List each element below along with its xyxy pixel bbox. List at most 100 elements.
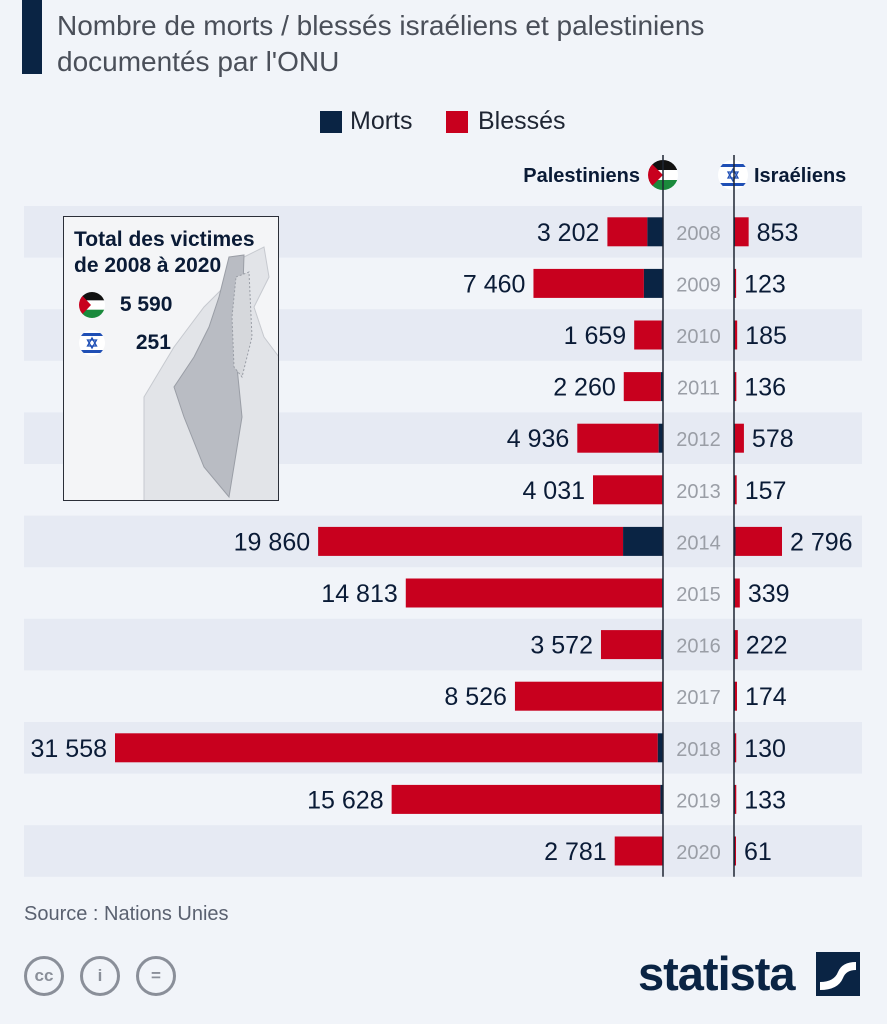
data-label-israeliens: 123 <box>744 270 786 298</box>
bar-palestiniens-blesses <box>614 836 663 866</box>
chart-title: Nombre de morts / blessés israéliens et … <box>57 10 705 77</box>
data-label-israeliens: 133 <box>744 786 786 814</box>
inset-palestinian-total: 5 590 <box>119 293 173 316</box>
bar-israeliens-blesses <box>735 578 740 608</box>
year-label: 2014 <box>676 532 721 554</box>
cc-icon[interactable]: cc <box>24 956 64 996</box>
data-label-israeliens: 157 <box>745 477 787 505</box>
legend-swatch-blesses <box>446 111 468 133</box>
bar-israeliens-morts <box>734 526 736 556</box>
palestine-flag-icon <box>79 292 105 318</box>
bar-chart: Palestiniens Israéliens 3 202 2008 853 7 460 2… <box>24 155 862 877</box>
bar-palestiniens-blesses <box>391 784 661 814</box>
title-accent-bar <box>22 0 42 74</box>
bar-palestiniens-blesses <box>634 320 662 350</box>
inset-title-line2: de 2008 à 2020 <box>74 254 222 277</box>
data-label-israeliens: 222 <box>746 632 788 660</box>
data-label-palestiniens: 31 558 <box>31 735 107 763</box>
data-label-palestiniens: 15 628 <box>307 786 383 814</box>
inset-title-line1: Total des victimes <box>74 228 255 251</box>
bar-palestiniens-blesses <box>514 681 662 711</box>
data-label-israeliens: 185 <box>745 322 787 350</box>
bar-israeliens-blesses <box>735 372 737 402</box>
bar-palestiniens-morts <box>643 268 663 298</box>
year-label: 2015 <box>676 584 721 606</box>
legend-label-morts: Morts <box>350 107 413 135</box>
data-label-palestiniens: 1 659 <box>564 322 627 350</box>
bar-palestiniens-blesses <box>533 268 644 298</box>
data-label-israeliens: 853 <box>757 219 799 247</box>
year-label: 2010 <box>676 326 721 348</box>
data-label-israeliens: 174 <box>745 683 787 711</box>
bar-palestiniens-morts <box>647 217 663 247</box>
israel-flag-icon <box>79 330 105 356</box>
data-label-israeliens: 578 <box>752 425 794 453</box>
bar-israeliens-blesses <box>735 217 749 247</box>
statista-logo[interactable]: statista <box>638 948 860 1000</box>
year-label: 2020 <box>676 842 721 864</box>
bar-israeliens-blesses <box>735 733 737 763</box>
israel-map-shape <box>143 246 278 500</box>
bar-israeliens-blesses <box>735 423 744 453</box>
bar-israeliens-blesses <box>735 784 737 814</box>
bar-palestiniens-blesses <box>405 578 663 608</box>
source-text: Source : Nations Unies <box>24 903 229 925</box>
header-israeliens: Israéliens <box>754 165 846 187</box>
bar-palestiniens-morts <box>623 526 663 556</box>
inset-total-box: Total des victimes de 2008 à 2020 5 590 … <box>63 216 279 501</box>
bar-israeliens-blesses <box>735 320 738 350</box>
data-label-palestiniens: 19 860 <box>234 528 310 556</box>
bar-palestiniens-blesses <box>115 733 658 763</box>
bar-palestiniens-blesses <box>607 217 648 247</box>
year-label: 2008 <box>676 223 721 245</box>
legend: Morts Blessés <box>0 106 887 136</box>
data-label-israeliens: 2 796 <box>790 528 853 556</box>
data-label-palestiniens: 2 260 <box>553 374 616 402</box>
data-label-palestiniens: 3 572 <box>530 632 593 660</box>
bar-palestiniens-morts <box>661 630 663 660</box>
data-label-israeliens: 339 <box>748 580 790 608</box>
bar-israeliens-blesses <box>735 268 737 298</box>
legend-label-blesses: Blessés <box>478 107 566 135</box>
year-label: 2018 <box>676 739 721 761</box>
data-label-israeliens: 130 <box>744 735 786 763</box>
data-label-palestiniens: 2 781 <box>544 838 607 866</box>
inset-israeli-total: 251 <box>135 331 171 354</box>
data-label-israeliens: 61 <box>744 838 772 866</box>
bar-palestiniens-morts <box>660 784 663 814</box>
data-label-palestiniens: 3 202 <box>537 219 600 247</box>
bar-israeliens-blesses <box>735 836 736 866</box>
data-label-palestiniens: 4 936 <box>507 425 570 453</box>
bar-palestiniens-blesses <box>600 630 662 660</box>
bar-palestiniens-blesses <box>577 423 659 453</box>
year-label: 2013 <box>676 481 721 503</box>
bar-israeliens-blesses <box>735 526 782 556</box>
year-label: 2012 <box>676 429 721 451</box>
year-label: 2011 <box>677 378 720 400</box>
data-label-israeliens: 136 <box>744 374 786 402</box>
bar-palestiniens-blesses <box>623 372 661 402</box>
inset-row-israeli: 251 <box>78 329 171 357</box>
year-label: 2016 <box>676 636 721 658</box>
data-label-palestiniens: 14 813 <box>321 580 397 608</box>
year-label: 2017 <box>676 687 721 709</box>
statista-logo-text: statista <box>638 947 796 1000</box>
bar-israeliens-blesses <box>735 681 737 711</box>
bar-palestiniens-morts <box>658 423 663 453</box>
header-palestiniens: Palestiniens <box>523 165 640 187</box>
bar-israeliens-blesses <box>735 630 738 660</box>
legend-swatch-morts <box>320 111 342 133</box>
row-background <box>24 825 862 877</box>
statista-logo-mark-icon <box>816 952 860 996</box>
bar-palestiniens-blesses <box>593 475 663 505</box>
data-label-palestiniens: 4 031 <box>522 477 585 505</box>
bar-palestiniens-morts <box>660 372 663 402</box>
bar-palestiniens-morts <box>657 733 663 763</box>
nd-icon[interactable]: = <box>136 956 176 996</box>
year-label: 2009 <box>676 274 721 296</box>
row-background <box>24 618 862 671</box>
by-icon[interactable]: i <box>80 956 120 996</box>
data-label-palestiniens: 7 460 <box>463 270 526 298</box>
data-label-palestiniens: 8 526 <box>444 683 507 711</box>
bar-palestiniens-blesses <box>318 526 624 556</box>
